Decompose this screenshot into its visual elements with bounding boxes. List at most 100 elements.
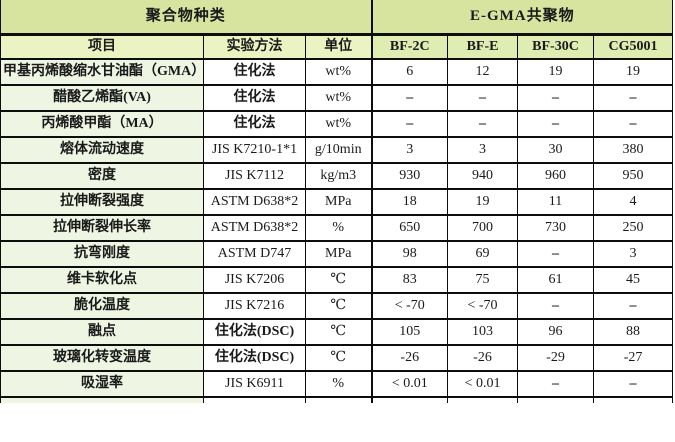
value-cell: 950	[593, 162, 674, 190]
value-cell: 105	[370, 318, 449, 346]
value-cell: 83	[370, 266, 449, 294]
value-cell: 19	[517, 58, 595, 86]
value-cell: 88	[593, 318, 674, 346]
column-header-bfe: BF-E	[447, 33, 519, 60]
table-row: 吸湿率 JIS K6911% < 0.01 < 0.01– –	[0, 370, 674, 398]
partial-cell	[203, 396, 306, 403]
table-row: 抗弯刚度 ASTM D747 MPa 98 69–3	[0, 240, 674, 268]
value-cell: 75	[447, 266, 519, 294]
value-cell: < -70	[447, 292, 519, 320]
value-cell: –	[517, 240, 595, 268]
unit-cell: MPa	[304, 188, 373, 216]
table-row: 玻璃化转变温度 住化法(DSC) ℃ -26 -26 -29 -27	[0, 344, 674, 372]
value-cell: 11	[517, 188, 595, 216]
value-cell: 960	[517, 162, 595, 190]
group-header-polymer-type: 聚合物种类	[0, 0, 373, 36]
value-cell: 730	[517, 214, 595, 242]
column-header-bf2c: BF-2C	[370, 33, 449, 60]
value-cell: < 0.01	[370, 370, 449, 398]
table-row: 丙烯酸甲酯（MA） 住化法 wt% – – – –	[0, 110, 674, 138]
value-cell: -27	[593, 344, 674, 372]
table-row: 拉伸断裂伸长率 ASTM D638*2% 650 700 730 250	[0, 214, 674, 242]
method-cell: JIS K7210-1*1	[203, 136, 306, 164]
polymer-spec-table: 聚合物种类 E-GMA共聚物 项目 实验方法 单位 BF-2C BF-E BF-…	[0, 0, 674, 403]
column-header-method: 实验方法	[203, 33, 306, 60]
item-cell: 醋酸乙烯酯(VA)	[0, 84, 204, 112]
value-cell: -26	[370, 344, 449, 372]
unit-cell: wt%	[304, 110, 373, 138]
method-cell: 住化法	[203, 84, 306, 112]
group-header-row: 聚合物种类 E-GMA共聚物	[0, 0, 674, 36]
value-cell: 4	[593, 188, 674, 216]
unit-cell: %	[304, 214, 373, 242]
table-row: 维卡软化点 JIS K7206 ℃ 83 75 61 45	[0, 266, 674, 294]
method-cell: ASTM D638*2	[203, 214, 306, 242]
value-cell: 12	[447, 58, 519, 86]
value-cell: 45	[593, 266, 674, 294]
method-cell: 住化法(DSC)	[203, 318, 306, 346]
unit-cell: ℃	[304, 344, 373, 372]
value-cell: 250	[593, 214, 674, 242]
value-cell: –	[517, 370, 595, 398]
partial-cell	[304, 396, 373, 403]
method-cell: JIS K7216	[203, 292, 306, 320]
value-cell: –	[593, 110, 674, 138]
partial-cell	[370, 396, 449, 403]
table-row: 醋酸乙烯酯(VA) 住化法 wt% – – – –	[0, 84, 674, 112]
value-cell: –	[370, 84, 449, 112]
partial-cell	[593, 396, 674, 403]
unit-cell: ℃	[304, 318, 373, 346]
table-row: 脆化温度 JIS K7216 ℃ < -70 < -70– –	[0, 292, 674, 320]
item-cell: 吸湿率	[0, 370, 204, 398]
table-body: 甲基丙烯酸缩水甘油酯（GMA） 住化法 wt% 6 12 19 19 醋酸乙烯酯(VA) 住化法…	[0, 58, 674, 403]
group-header-egma-copolymer: E-GMA共聚物	[370, 0, 674, 36]
method-cell: 住化法	[203, 110, 306, 138]
partial-row	[0, 396, 674, 403]
item-cell: 密度	[0, 162, 204, 190]
value-cell: 18	[370, 188, 449, 216]
column-header-cg5001: CG5001	[593, 33, 674, 60]
unit-cell: ℃	[304, 292, 373, 320]
column-header-bf30c: BF-30C	[517, 33, 595, 60]
value-cell: 19	[593, 58, 674, 86]
unit-cell: kg/m3	[304, 162, 373, 190]
column-header-unit: 单位	[304, 33, 373, 60]
value-cell: –	[517, 110, 595, 138]
value-cell: –	[593, 370, 674, 398]
unit-cell: g/10min	[304, 136, 373, 164]
value-cell: 61	[517, 266, 595, 294]
table-row: 融点 住化法(DSC) ℃ 105 103 96 88	[0, 318, 674, 346]
table-row: 拉伸断裂强度 ASTM D638*2 MPa 18 19 11 4	[0, 188, 674, 216]
table-row: 熔体流动速度 JIS K7210-1*1 g/10min 3 3 30 380	[0, 136, 674, 164]
value-cell: –	[517, 292, 595, 320]
value-cell: -29	[517, 344, 595, 372]
unit-cell: wt%	[304, 84, 373, 112]
table-row: 甲基丙烯酸缩水甘油酯（GMA） 住化法 wt% 6 12 19 19	[0, 58, 674, 86]
partial-cell	[0, 396, 204, 403]
table-row: 密度 JIS K7112 kg/m3 930 940 960 950	[0, 162, 674, 190]
unit-cell: ℃	[304, 266, 373, 294]
item-cell: 维卡软化点	[0, 266, 204, 294]
item-cell: 融点	[0, 318, 204, 346]
value-cell: 96	[517, 318, 595, 346]
value-cell: 700	[447, 214, 519, 242]
value-cell: –	[447, 84, 519, 112]
item-cell: 脆化温度	[0, 292, 204, 320]
item-cell: 拉伸断裂伸长率	[0, 214, 204, 242]
unit-cell: %	[304, 370, 373, 398]
method-cell: JIS K7112	[203, 162, 306, 190]
value-cell: 3	[593, 240, 674, 268]
method-cell: 住化法(DSC)	[203, 344, 306, 372]
value-cell: –	[517, 84, 595, 112]
value-cell: 940	[447, 162, 519, 190]
column-header-row: 项目 实验方法 单位 BF-2C BF-E BF-30C CG5001	[0, 33, 674, 60]
value-cell: 19	[447, 188, 519, 216]
item-cell: 玻璃化转变温度	[0, 344, 204, 372]
value-cell: 930	[370, 162, 449, 190]
method-cell: JIS K7206	[203, 266, 306, 294]
value-cell: 380	[593, 136, 674, 164]
value-cell: –	[593, 84, 674, 112]
partial-cell	[447, 396, 519, 403]
value-cell: 30	[517, 136, 595, 164]
value-cell: < 0.01	[447, 370, 519, 398]
